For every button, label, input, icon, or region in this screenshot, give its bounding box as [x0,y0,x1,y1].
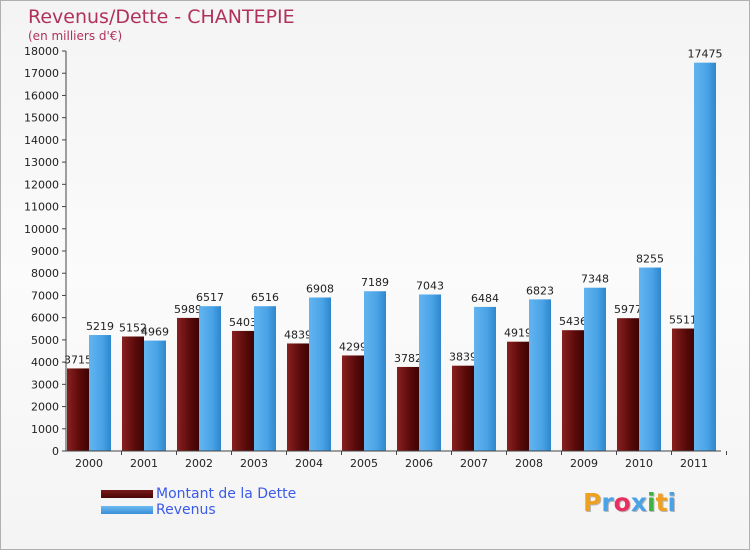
bar-revenus [474,306,496,451]
data-label-revenus: 6484 [471,292,499,305]
x-tick-label: 2008 [515,457,543,470]
data-label-dette: 5977 [614,303,642,316]
x-tick-label: 2006 [405,457,433,470]
x-tick-label: 2004 [295,457,323,470]
data-label-dette: 5436 [559,315,587,328]
y-tick-label: 9000 [31,245,59,258]
logo-letter: i [667,488,677,517]
bar-dette [452,365,474,451]
bar-revenus [529,299,551,451]
data-label-dette: 4839 [284,328,312,341]
data-label-revenus: 7043 [416,279,444,292]
logo-letter: r [601,488,614,517]
x-tick-label: 2003 [240,457,268,470]
y-tick-label: 5000 [31,334,59,347]
data-label-dette: 5403 [229,316,257,329]
legend-swatch-dette [101,490,153,498]
data-label-revenus: 5219 [86,320,114,333]
bar-dette [67,368,89,451]
bar-dette [122,336,144,451]
bar-revenus [694,62,716,452]
legend-swatch-revenus [101,506,153,514]
legend-label-dette: Montant de la Dette [156,486,297,502]
y-tick-label: 13000 [24,156,59,169]
y-tick-label: 12000 [24,178,59,191]
bar-revenus [144,340,166,451]
bar-dette [617,318,639,451]
data-label-dette: 3715 [64,353,92,366]
data-label-revenus: 7189 [361,276,389,289]
y-tick-label: 15000 [24,112,59,125]
y-tick-label: 3000 [31,378,59,391]
legend: Montant de la Dette Revenus [101,486,296,518]
chart-title: Revenus/Dette - CHANTEPIE [28,6,295,28]
bar-dette [672,328,694,451]
y-tick-label: 18000 [24,45,59,58]
data-label-dette: 5989 [174,303,202,316]
logo-letter: t [655,488,668,517]
logo-letter: P [583,488,602,517]
x-tick-label: 2002 [185,457,213,470]
x-tick-label: 2001 [130,457,158,470]
bar-revenus [254,306,276,451]
data-label-dette: 5511 [669,314,697,327]
y-tick-label: 4000 [31,356,59,369]
proxiti-logo: Proxiti [583,488,676,517]
bar-revenus [89,335,111,451]
x-tick-label: 2000 [75,457,103,470]
bar-revenus [364,291,386,451]
y-tick-label: 14000 [24,134,59,147]
bar-dette [342,355,364,451]
logo-letter: i [647,488,656,517]
data-label-revenus: 7348 [581,273,609,286]
data-label-revenus: 6517 [196,291,224,304]
y-tick-label: 6000 [31,312,59,325]
x-tick-label: 2010 [625,457,653,470]
bar-dette [562,330,584,451]
bar-revenus [309,297,331,451]
y-tick-label: 2000 [31,401,59,414]
data-label-dette: 5152 [119,322,147,335]
legend-label-revenus: Revenus [156,502,216,518]
y-tick-label: 0 [52,445,59,458]
bar-dette [232,330,254,451]
bar-revenus [419,294,441,451]
x-tick-label: 2009 [570,457,598,470]
bar-revenus [584,287,606,451]
bar-dette [287,343,309,451]
data-label-dette: 3839 [449,351,477,364]
y-tick-label: 8000 [31,267,59,280]
y-tick-label: 7000 [31,289,59,302]
x-tick-label: 2005 [350,457,378,470]
bar-dette [397,366,419,451]
data-label-revenus: 6908 [306,282,334,295]
data-label-revenus: 17475 [688,48,723,61]
data-label-revenus: 6823 [526,284,554,297]
bar-dette [507,341,529,451]
legend-item-dette: Montant de la Dette [101,486,296,502]
data-label-revenus: 4969 [141,326,169,339]
bar-revenus [639,267,661,451]
legend-item-revenus: Revenus [101,502,296,518]
y-tick-label: 10000 [24,223,59,236]
y-tick-label: 16000 [24,89,59,102]
data-label-dette: 4299 [339,340,367,353]
bar-dette [177,317,199,451]
data-label-revenus: 6516 [251,291,279,304]
y-tick-label: 11000 [24,201,59,214]
data-label-dette: 4919 [504,327,532,340]
logo-letter: o [613,488,631,517]
logo-letter: x [630,488,647,517]
x-tick-label: 2007 [460,457,488,470]
bar-revenus [199,306,221,451]
data-label-revenus: 8255 [636,253,664,266]
y-tick-label: 1000 [31,423,59,436]
data-label-dette: 3782 [394,352,422,365]
chart-subtitle: (en milliers d'€) [28,29,123,43]
x-tick-label: 2011 [680,457,708,470]
y-tick-label: 17000 [24,67,59,80]
